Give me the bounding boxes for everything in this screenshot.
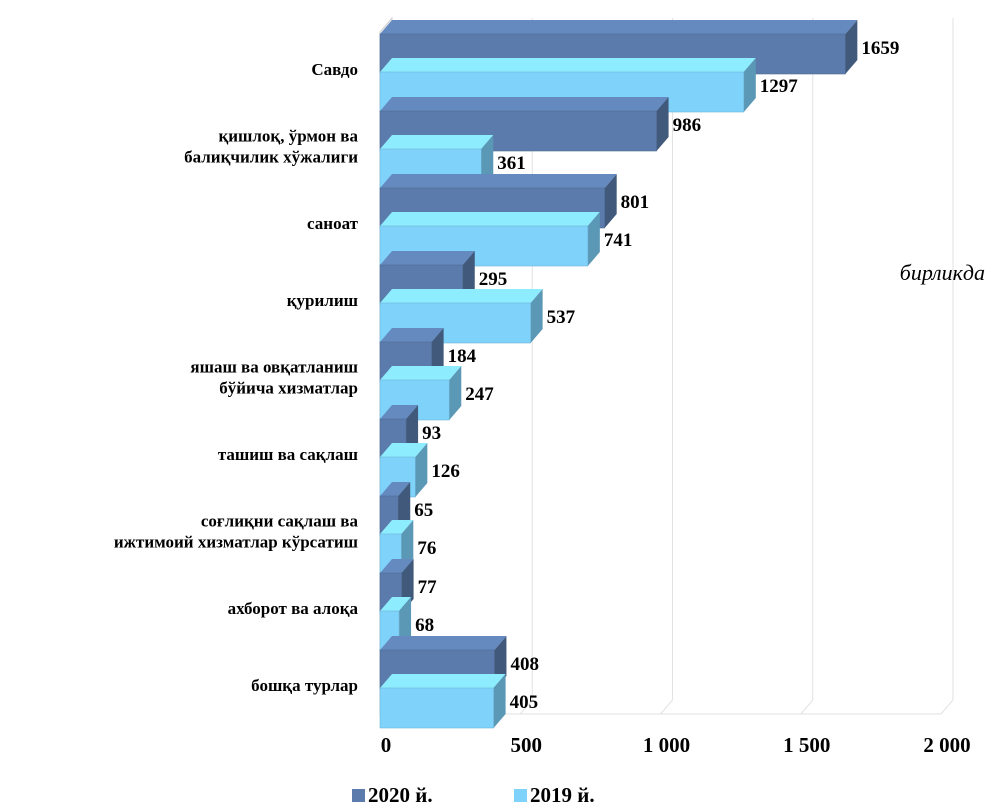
legend-swatch — [352, 789, 365, 802]
bar-top-face — [380, 405, 419, 419]
bar-top-face — [380, 559, 414, 573]
bar-top-face — [380, 366, 462, 380]
value-label: 405 — [510, 692, 539, 713]
bar-top-face — [380, 482, 411, 496]
bar-top-face — [380, 58, 756, 72]
value-label: 741 — [604, 230, 633, 251]
value-label: 295 — [479, 269, 508, 290]
value-label: 247 — [465, 384, 494, 405]
x-tick-label: 1 500 — [783, 733, 830, 757]
legend-item: 2020 й. — [352, 783, 433, 807]
legend-item: 2019 й. — [514, 783, 595, 807]
bar-end-face — [604, 174, 617, 228]
value-label: 801 — [621, 192, 650, 213]
bar-top-face — [380, 20, 858, 34]
category-label: ахборот ва алоқа — [228, 599, 359, 618]
unit-label: бирликда — [900, 260, 985, 285]
bar-top-face — [380, 443, 428, 457]
category-label: ташиш ва сақлаш — [218, 445, 358, 464]
bar-top-face — [380, 97, 669, 111]
value-label: 408 — [510, 654, 538, 675]
category-labels: Савдо қишлоқ, ўрмон ва балиқчилик хўжалиги… — [114, 60, 359, 695]
value-label: 65 — [414, 500, 433, 521]
value-labels: 1659 1297 986 361 801 741 295 537 184 247 93 126 65 7… — [414, 38, 899, 713]
bar-front-face — [379, 687, 494, 729]
bar-top-face — [380, 597, 412, 611]
bar — [379, 366, 462, 421]
bar-top-face — [380, 328, 444, 342]
legend-label: 2019 й. — [530, 783, 595, 807]
value-label: 76 — [417, 538, 436, 559]
bar-end-face — [656, 97, 669, 151]
bar-top-face — [380, 212, 600, 226]
category-label: Савдо — [311, 60, 358, 79]
value-label: 986 — [673, 115, 702, 136]
bar-end-face — [587, 212, 600, 266]
value-label: 1297 — [760, 76, 799, 97]
x-tick-label: 1 000 — [643, 733, 690, 757]
bar-top-face — [380, 135, 494, 149]
legend-swatch — [514, 789, 527, 802]
grid-line-floor — [519, 699, 533, 715]
x-tick-label: 0 — [381, 733, 392, 757]
bar-top-face — [380, 251, 475, 265]
value-label: 68 — [415, 615, 434, 636]
category-label: саноат — [307, 214, 359, 233]
bar-top-face — [380, 174, 617, 188]
bar — [379, 674, 506, 729]
value-label: 1659 — [861, 38, 899, 59]
bar-top-face — [380, 636, 507, 650]
value-label: 361 — [497, 153, 526, 174]
bar-end-face — [493, 674, 506, 728]
value-label: 77 — [418, 577, 438, 598]
bar-top-face — [380, 289, 543, 303]
value-label: 93 — [422, 423, 441, 444]
category-label: қурилиш — [287, 291, 358, 310]
bar-end-face — [845, 20, 858, 74]
grid-line-floor — [800, 699, 814, 715]
grid-line-floor — [940, 699, 954, 715]
value-label: 184 — [448, 346, 477, 367]
bar-end-face — [743, 58, 756, 112]
category-label: яшаш ва овқатланиш бўйича хизматлар — [190, 358, 358, 398]
grid-line-floor — [660, 699, 673, 715]
value-label: 537 — [547, 307, 576, 328]
legend: 2020 й. 2019 й. — [352, 783, 595, 807]
bars — [379, 20, 858, 729]
category-label: қишлоқ, ўрмон ва балиқчилик хўжалиги — [184, 127, 358, 167]
x-tick-label: 2 000 — [923, 733, 970, 757]
category-label: бошқа турлар — [251, 676, 358, 695]
x-tick-label: 500 — [511, 733, 543, 757]
bar-end-face — [530, 289, 543, 343]
bar-end-face — [449, 366, 462, 420]
x-axis-ticks: 0 500 1 000 1 500 2 000 — [381, 733, 971, 757]
value-label: 126 — [431, 461, 460, 482]
legend-label: 2020 й. — [368, 783, 433, 807]
bar-top-face — [380, 520, 414, 534]
bar-end-face — [415, 443, 428, 497]
category-label: соғлиқни сақлаш ва ижтимоий хизматлар кўр… — [114, 512, 359, 552]
bar-top-face — [380, 674, 506, 688]
